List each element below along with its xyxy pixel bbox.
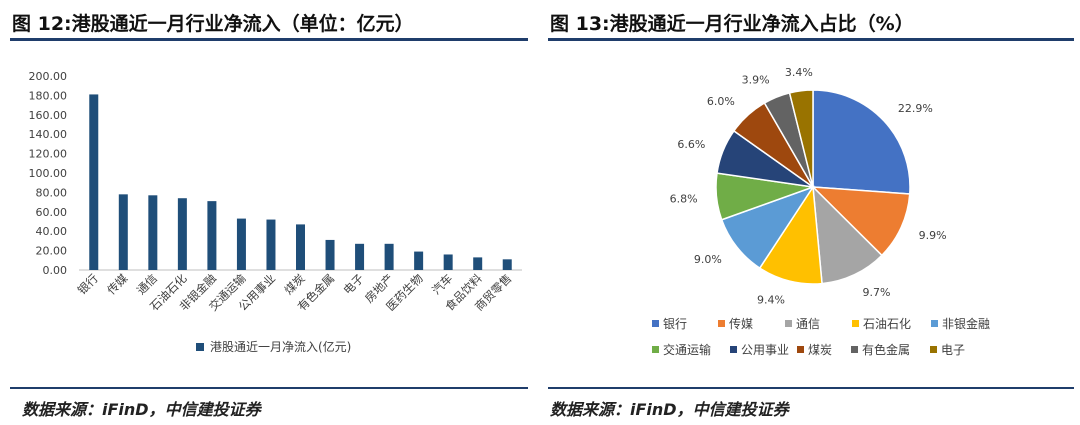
bar-11: [384, 243, 394, 270]
bar-14: [473, 257, 483, 270]
pie-legend-label: 传媒: [729, 316, 753, 331]
x-category-label: 传媒: [104, 271, 131, 298]
y-tick-label: 40.00: [36, 225, 68, 238]
y-tick-label: 20.00: [36, 245, 68, 258]
pie-data-label: 9.7%: [863, 286, 891, 299]
pie-data-label: 9.0%: [694, 253, 722, 266]
pie-slice-2: [811, 186, 911, 257]
pie-data-label: 6.6%: [677, 138, 705, 151]
y-tick-label: 60.00: [36, 206, 68, 219]
right-source-rule: [548, 387, 1074, 389]
pie-data-label: 6.0%: [707, 95, 735, 108]
pie-legend-swatch: [652, 320, 659, 327]
pie-legend-swatch: [785, 320, 792, 327]
bar-4: [177, 198, 187, 270]
left-chart-title: 图 12:港股通近一月行业净流入（单位：亿元）: [12, 13, 414, 35]
right-source-note: 数据来源：iFinD，中信建投证券: [550, 400, 789, 419]
pie-slice-1: [812, 89, 911, 195]
bar-6: [236, 218, 246, 270]
y-tick-label: 180.00: [29, 89, 68, 102]
pie-legend-label: 交通运输: [663, 342, 711, 357]
bar-5: [207, 201, 217, 270]
pie-data-label: 3.9%: [742, 73, 770, 86]
right-title-rule: [548, 38, 1074, 41]
y-tick-label: 140.00: [29, 128, 68, 141]
bar-12: [414, 251, 424, 270]
pie-legend-label: 煤炭: [808, 343, 832, 357]
right-chart-title: 图 13:港股通近一月行业净流入占比（%）: [550, 13, 914, 35]
y-tick-label: 0.00: [43, 264, 68, 277]
bar-legend-swatch: [196, 343, 204, 351]
pie-legend-swatch: [652, 346, 659, 353]
pie-legend-label: 通信: [796, 317, 820, 331]
pie-legend-swatch: [930, 346, 937, 353]
left-source-rule: [10, 387, 528, 389]
pie-legend-label: 石油石化: [863, 317, 911, 331]
y-tick-label: 120.00: [29, 148, 68, 161]
pie-data-label: 9.4%: [757, 294, 785, 307]
pie-legend-swatch: [797, 346, 804, 353]
pie-legend-swatch: [730, 346, 737, 353]
pie-legend-label: 非银金融: [942, 316, 990, 331]
pie-data-label: 6.8%: [670, 193, 698, 206]
pie-data-label: 9.9%: [919, 229, 947, 242]
bar-9: [325, 239, 335, 270]
pie-legend-swatch: [931, 320, 938, 327]
pie-slice-10: [788, 89, 814, 188]
y-tick-label: 200.00: [29, 70, 68, 83]
pie-legend-swatch: [852, 320, 859, 327]
pie-legend-swatch: [851, 346, 858, 353]
bar-7: [266, 219, 276, 270]
left-title-rule: [10, 38, 528, 41]
bar-15: [502, 259, 512, 270]
pie-legend-swatch: [718, 320, 725, 327]
pie-data-label: 22.9%: [898, 102, 933, 115]
pie-legend-label: 公用事业: [741, 343, 789, 357]
bar-3: [148, 195, 158, 270]
pie-legend-label: 银行: [663, 317, 687, 331]
y-tick-label: 80.00: [36, 186, 68, 199]
bar-10: [355, 243, 365, 270]
pie-slice-3: [812, 185, 883, 285]
bar-13: [443, 254, 453, 270]
left-source-note: 数据来源：iFinD，中信建投证券: [22, 400, 261, 419]
y-tick-label: 160.00: [29, 109, 68, 122]
bar-2: [118, 194, 128, 270]
bar-8: [296, 224, 305, 270]
x-category-label: 银行: [75, 271, 101, 297]
bar-legend-label: 港股通近一月净流入(亿元): [210, 339, 351, 354]
pie-legend-label: 电子: [941, 343, 965, 357]
y-tick-label: 100.00: [29, 167, 68, 180]
bar-1: [89, 94, 99, 271]
pie-legend-label: 有色金属: [862, 342, 910, 357]
pie-data-label: 3.4%: [785, 66, 813, 79]
